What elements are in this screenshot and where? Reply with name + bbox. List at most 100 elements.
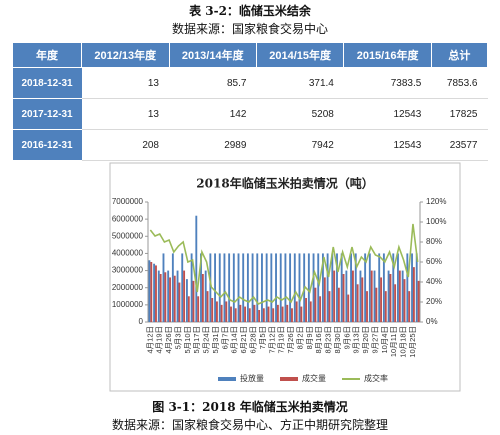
x-tick-label: 5月31日 [211,326,220,354]
y-tick-label: 0 [139,317,144,326]
bar [347,294,350,322]
bar [181,253,184,322]
x-tick-label: 8月9日 [305,326,314,349]
bar [291,308,293,322]
legend-swatch [218,377,236,381]
x-tick-label: 5月10日 [183,326,192,354]
bar [340,253,343,322]
y2-tick-label: 120% [426,197,446,206]
bar [411,253,413,322]
bar [398,270,401,322]
cell: 17825 [431,98,488,130]
y2-tick-label: 60% [426,257,442,266]
bar [157,270,160,322]
bar [415,253,418,322]
bar [178,282,181,322]
bar [342,274,345,322]
header-cell: 2014/15年度 [255,42,345,68]
bar [214,253,216,322]
x-tick-label: 6月28日 [249,326,258,354]
header-row: 年度 2012/13年度 2013/14年度 2014/15年度 2015/16年度 总计 [11,42,489,68]
cell: 13 [81,67,169,99]
bar [258,310,261,322]
x-tick-label: 4月19日 [155,326,164,354]
cell: 5208 [256,98,344,130]
bar [354,253,357,322]
bar [230,306,232,322]
bar [185,279,188,322]
bar [337,287,340,322]
bar [295,301,298,322]
y-tick-label: 1000000 [112,300,144,309]
bar [239,304,242,322]
bar [200,253,202,322]
legend-swatch [280,377,298,381]
bar [190,253,193,322]
x-tick-label: 6月14日 [230,326,239,354]
bar [333,270,336,322]
bar [300,306,303,322]
bar [173,275,176,322]
header-cell: 2013/14年度 [168,42,257,68]
x-tick-label: 8月23日 [324,326,333,354]
bar [206,291,209,322]
bar [387,270,390,322]
y-tick-label: 2000000 [112,283,144,292]
bar [155,265,157,322]
cell: 7853.6 [431,67,488,99]
y-tick-label: 7000000 [112,197,144,206]
bar [321,253,324,322]
bar [171,253,174,322]
bar [373,270,376,322]
bar [192,280,195,322]
bar [328,291,331,322]
bar [267,306,270,322]
bar [286,304,289,322]
bar [361,277,364,322]
line [149,223,419,305]
x-tick-label: 9月13日 [352,326,361,354]
x-tick-label: 9月27日 [370,326,379,354]
bar [246,253,249,322]
bar [232,253,235,322]
bar [209,253,212,322]
cell: 7383.5 [343,67,432,99]
x-tick-label: 10月11日 [389,326,398,357]
figure-source: 数据来源：国家粮食交易中心、方正中期研究院整理 [111,418,388,432]
bar [237,253,240,322]
bar [228,253,231,322]
bar [176,270,179,322]
bar [242,253,245,322]
bar [220,304,223,322]
cell: 13 [81,98,169,130]
bar [314,287,317,322]
cell: 208 [81,129,169,161]
row-label: 2018-12-31 [12,67,82,99]
bar [392,253,395,322]
x-tick-label: 9月6日 [342,326,351,349]
x-tick-label: 5月17日 [192,326,201,354]
legend-label: 成交率 [364,373,388,383]
bar [350,253,352,322]
bar [195,215,198,322]
bar [234,308,237,322]
x-tick-label: 5月24日 [202,326,211,354]
bar [375,287,378,322]
cell: 12543 [343,98,432,130]
bar [307,253,310,322]
bar [211,298,214,322]
cell: 371.4 [256,67,344,99]
bar [356,284,359,322]
bar [276,304,279,322]
y-tick-label: 6000000 [112,214,144,223]
chart-title: 2018年临储玉米拍卖情况（吨） [196,176,373,191]
bar [382,253,385,322]
row-label: 2016-12-31 [12,129,82,161]
bar [359,270,362,322]
x-tick-label: 6月7日 [220,326,229,349]
bar [352,270,354,322]
x-tick-label: 4月26日 [164,326,173,354]
x-tick-label: 10月25日 [408,326,417,358]
bar [159,274,162,322]
